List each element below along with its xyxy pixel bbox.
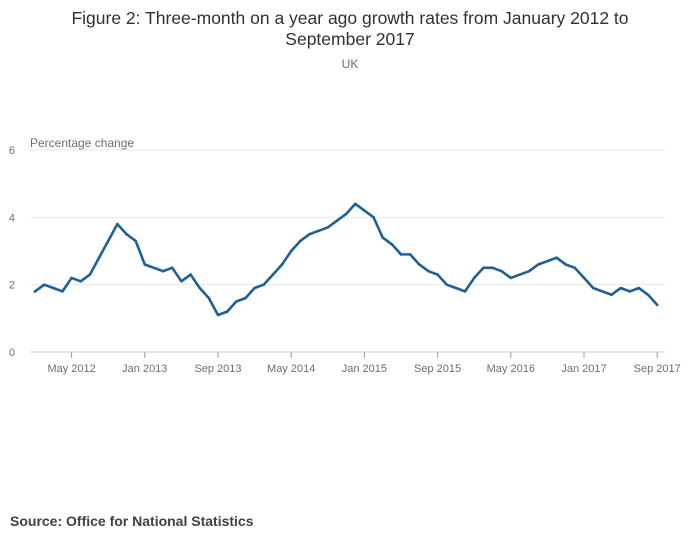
data-point xyxy=(482,266,485,270)
data-point xyxy=(418,263,421,266)
data-point xyxy=(253,286,256,290)
data-point xyxy=(317,229,320,233)
gridlines xyxy=(30,149,665,286)
data-point xyxy=(655,303,659,307)
data-point xyxy=(244,296,247,300)
data-point xyxy=(116,222,119,226)
data-point xyxy=(262,283,266,286)
data-point xyxy=(454,286,458,290)
x-tick-label: Jan 2015 xyxy=(342,363,387,375)
data-point xyxy=(463,290,467,293)
x-tick-label: May 2014 xyxy=(267,363,315,375)
data-point xyxy=(436,273,439,276)
data-point xyxy=(353,202,357,206)
data-point xyxy=(601,290,604,293)
data-point xyxy=(189,273,192,276)
y-tick-label: 6 xyxy=(9,145,15,157)
data-point xyxy=(344,212,348,216)
data-point xyxy=(235,300,238,303)
x-tick-label: Jan 2013 xyxy=(122,363,167,375)
data-point xyxy=(125,232,128,236)
data-point xyxy=(472,276,476,280)
source-note: Source: Office for National Statistics xyxy=(10,513,254,529)
data-point xyxy=(427,269,430,273)
y-tick-label: 4 xyxy=(9,212,15,224)
y-axis-label: Percentage change xyxy=(30,136,134,150)
data-point xyxy=(280,263,284,266)
data-point xyxy=(390,242,394,246)
data-point xyxy=(628,290,632,293)
data-point xyxy=(637,286,641,290)
data-point xyxy=(216,313,220,317)
data-point xyxy=(582,276,586,280)
series xyxy=(33,202,659,317)
data-point xyxy=(42,283,46,286)
data-point xyxy=(106,239,110,243)
x-tick-label: May 2016 xyxy=(487,363,535,375)
data-point xyxy=(555,256,558,260)
x-tick-label: Sep 2017 xyxy=(634,363,681,375)
x-tick-label: Sep 2013 xyxy=(194,363,241,375)
x-tick-label: May 2012 xyxy=(47,363,95,375)
data-point xyxy=(70,276,73,280)
data-point xyxy=(289,249,293,253)
y-tick-label: 0 xyxy=(9,347,15,359)
series-line xyxy=(33,202,659,317)
chart-subtitle: UK xyxy=(341,57,359,71)
data-point xyxy=(335,219,339,222)
data-point xyxy=(326,226,330,229)
data-point xyxy=(88,273,92,276)
y-tick-label: 2 xyxy=(9,280,15,292)
data-point xyxy=(207,296,211,300)
data-point xyxy=(52,286,55,290)
data-point xyxy=(170,266,174,270)
data-point xyxy=(161,269,165,273)
data-point xyxy=(509,276,513,280)
y-axis-ticks: 0 2 4 6 xyxy=(9,145,15,359)
data-point xyxy=(308,232,311,236)
data-point xyxy=(619,286,622,290)
data-point xyxy=(61,290,64,293)
data-point xyxy=(225,310,229,313)
x-axis: May 2012 Jan 2013 Sep 2013 May 2014 Jan 2015… xyxy=(30,351,681,375)
data-point xyxy=(573,266,577,270)
data-point xyxy=(134,239,137,243)
data-point xyxy=(527,269,531,273)
data-point xyxy=(152,266,156,270)
data-point xyxy=(381,236,385,239)
data-point xyxy=(198,286,201,290)
data-point xyxy=(546,259,549,263)
data-point xyxy=(372,216,375,219)
data-point xyxy=(180,280,183,283)
data-point xyxy=(610,293,613,297)
data-point xyxy=(591,286,595,290)
data-point xyxy=(536,263,540,266)
data-point xyxy=(271,273,275,276)
x-tick-label: Jan 2017 xyxy=(561,363,606,375)
data-point xyxy=(399,253,403,256)
data-point xyxy=(518,273,522,276)
data-point xyxy=(491,266,494,270)
data-point xyxy=(646,293,650,297)
data-point xyxy=(97,256,101,260)
chart-title: Figure 2: Three-month on a year ago grow… xyxy=(71,8,629,49)
data-point xyxy=(363,209,366,212)
data-point xyxy=(299,239,302,243)
data-point xyxy=(143,263,147,266)
data-point xyxy=(408,253,412,256)
data-point xyxy=(445,283,449,286)
data-point xyxy=(500,269,503,273)
data-point xyxy=(79,280,83,283)
data-point xyxy=(564,263,567,266)
data-point xyxy=(33,290,37,293)
x-tick-label: Sep 2015 xyxy=(414,363,461,375)
